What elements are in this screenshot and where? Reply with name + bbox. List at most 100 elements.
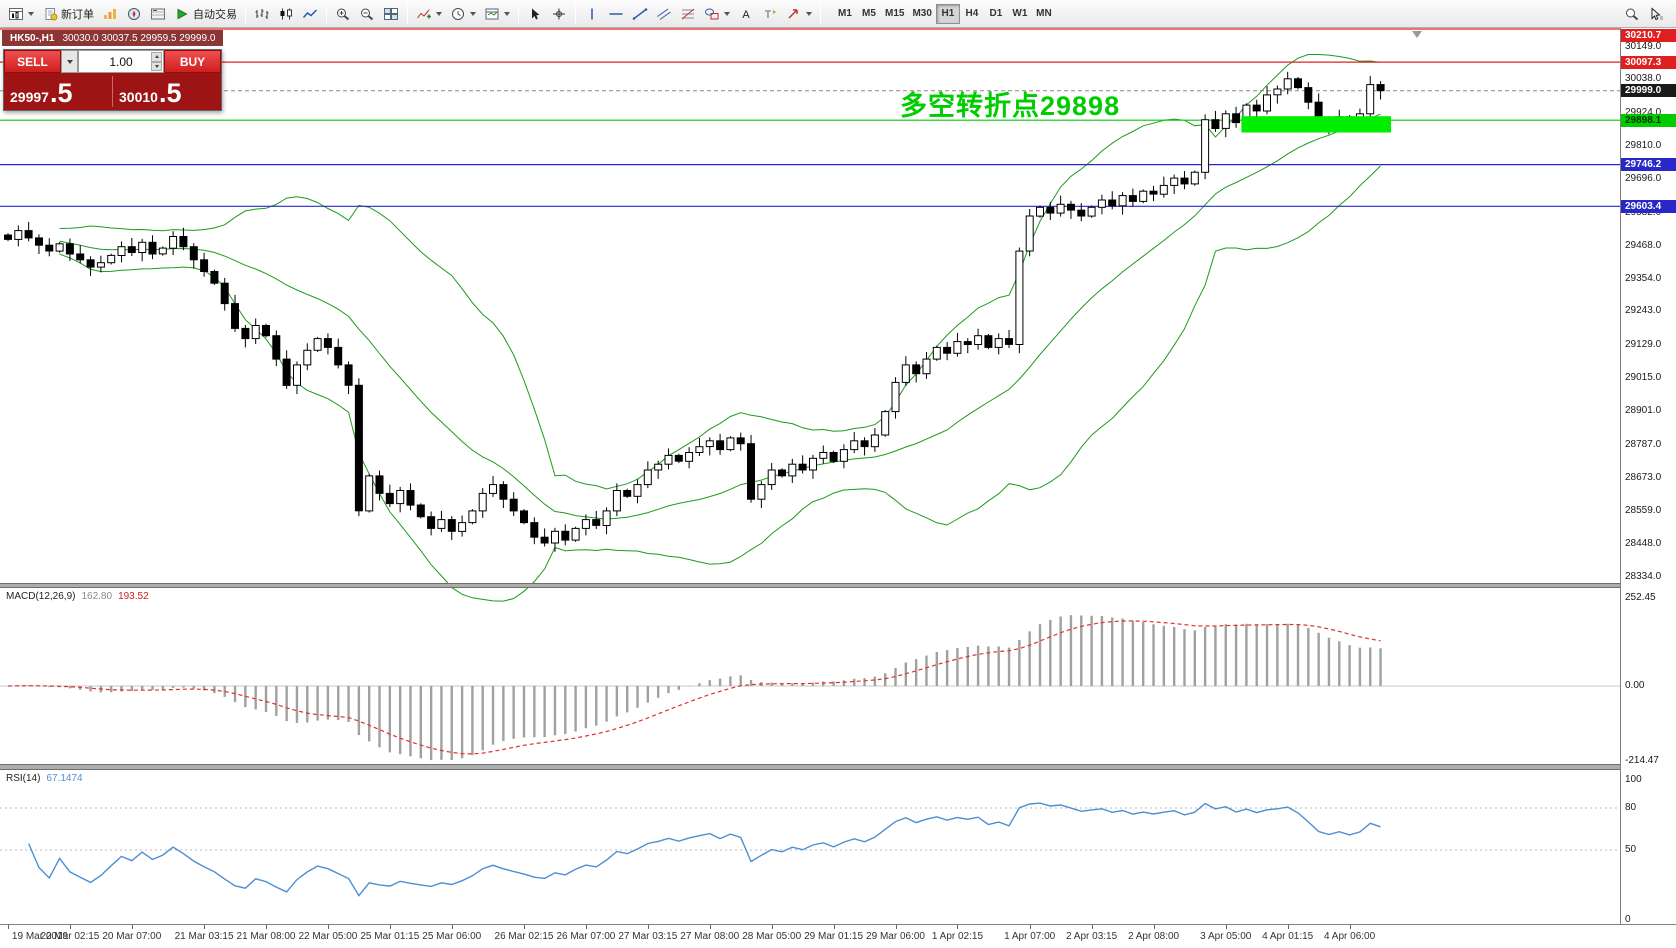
dropdown-caret-icon (724, 11, 730, 16)
dropdown-caret-icon (504, 11, 510, 16)
price-axis-label: 28673.0 (1625, 471, 1662, 483)
sell-price-display[interactable]: 29997 .5 (4, 73, 112, 110)
volume-decrease-button[interactable] (151, 61, 162, 71)
main-chart-panel[interactable] (0, 28, 1620, 583)
chart-window-icon (8, 7, 24, 21)
channel-button[interactable] (652, 3, 676, 25)
time-axis-label: 2 Apr 08:00 (1127, 931, 1180, 942)
sell-price-main: 29997 (10, 89, 49, 105)
market-watch-button[interactable] (98, 3, 122, 25)
time-axis-label: 26 Mar 07:00 (556, 931, 616, 942)
time-axis-tick (389, 925, 391, 929)
timeframe-m5[interactable]: M5 (862, 8, 876, 19)
time-axis-label: 27 Mar 08:00 (680, 931, 740, 942)
time-axis-tick (1091, 925, 1093, 929)
time-axis-label: 20 Mar 02:15 (40, 931, 100, 942)
timeframe-d1[interactable]: D1 (989, 8, 1003, 19)
navigator-button[interactable] (122, 3, 146, 25)
horizontal-line-button[interactable] (604, 3, 628, 25)
label-button[interactable]: T (758, 3, 782, 25)
panel-splitter[interactable] (0, 764, 1676, 770)
one-click-trading-panel: SELL 1.00 BUY 29997 .5 30010 .5 (3, 49, 222, 111)
bar-chart-button[interactable] (250, 3, 274, 25)
time-axis-tick (1225, 925, 1227, 929)
timeframe-m15[interactable]: M15 (885, 8, 905, 19)
crosshair-button[interactable] (547, 3, 571, 25)
chart-ohlc-values: 30030.0 30037.5 29959.5 29999.0 (62, 32, 216, 44)
template-icon (484, 7, 500, 21)
zoom-in-button[interactable] (331, 3, 355, 25)
templates-button[interactable] (480, 3, 514, 25)
sell-button[interactable]: SELL (4, 50, 61, 73)
terminal-button[interactable] (146, 3, 170, 25)
timeframe-m1[interactable]: M1 (838, 8, 852, 19)
trendline-button[interactable] (628, 3, 652, 25)
autotrading-button-label: 自动交易 (193, 8, 237, 21)
new-chart-button[interactable] (4, 3, 38, 25)
tile-icon (383, 7, 399, 21)
indicators-button[interactable] (412, 3, 446, 25)
search-button[interactable] (1620, 3, 1644, 25)
chart-symbol-timeframe: HK50-,H1 (10, 32, 55, 44)
search-icon (1624, 7, 1640, 21)
macd-name: MACD(12,26,9) (6, 591, 76, 602)
timeframe-h4[interactable]: H4 (965, 8, 979, 19)
zoom-out-button[interactable] (355, 3, 379, 25)
time-axis-tick (69, 925, 71, 929)
clock-icon (450, 7, 466, 21)
volume-dropdown-button[interactable] (61, 50, 78, 73)
price-axis[interactable]: 30149.030038.029924.029810.029696.029582… (1620, 28, 1676, 925)
line-chart-button[interactable] (298, 3, 322, 25)
time-axis-label: 25 Mar 01:15 (360, 931, 420, 942)
volume-increase-button[interactable] (151, 52, 162, 62)
shapes-icon (704, 7, 720, 21)
tile-windows-button[interactable] (379, 3, 403, 25)
vertical-line-button[interactable] (580, 3, 604, 25)
buy-button[interactable]: BUY (164, 50, 221, 73)
autotrading-button[interactable]: 自动交易 (170, 3, 241, 25)
vline-icon (584, 7, 600, 21)
new-order-button[interactable]: 新订单 (38, 3, 98, 25)
buy-price-display[interactable]: 30010 .5 (113, 73, 221, 110)
toolbar-separator (820, 3, 821, 24)
svg-text:A: A (742, 9, 750, 21)
time-axis-label: 26 Mar 02:15 (494, 931, 554, 942)
price-axis-label: 29468.0 (1625, 239, 1662, 251)
time-axis-tick (327, 925, 329, 929)
pointer-tool-button[interactable] (1644, 3, 1668, 25)
fibonacci-button[interactable] (676, 3, 700, 25)
time-axis[interactable]: 19 Mar 2019 20 Mar 02:15 20 Mar 07:00 21 Ma… (0, 924, 1676, 948)
price-axis-label: 29129.0 (1625, 338, 1662, 350)
timeframe-m30[interactable]: M30 (912, 8, 932, 19)
label-icon: T (762, 7, 778, 21)
macd-panel[interactable] (0, 588, 1620, 764)
timeframe-h1[interactable]: H1 (935, 3, 960, 24)
arrows-button[interactable] (782, 3, 816, 25)
timeframe-w1[interactable]: W1 (1012, 8, 1028, 19)
time-axis-tick (524, 925, 525, 929)
panel-splitter[interactable] (0, 583, 1676, 588)
shapes-button[interactable] (700, 3, 734, 25)
market-watch-icon (102, 7, 118, 21)
dropdown-caret-icon (470, 11, 476, 16)
price-axis-label: 29354.0 (1625, 273, 1662, 285)
rsi-name: RSI(14) (6, 773, 41, 784)
text-button[interactable]: A (734, 3, 758, 25)
svg-text:T: T (765, 9, 772, 21)
rsi-value: 67.1474 (46, 773, 83, 784)
fibo-icon (680, 7, 696, 21)
volume-input[interactable]: 1.00 (78, 50, 164, 73)
candlestick-chart-button[interactable] (274, 3, 298, 25)
timeframe-mn[interactable]: MN (1036, 8, 1052, 19)
arrows-icon (786, 7, 802, 21)
rsi-panel[interactable] (0, 770, 1620, 924)
navigator-icon (126, 7, 142, 21)
cursor-button[interactable] (523, 3, 547, 25)
price-badge: 29746.2 (1621, 158, 1676, 172)
macd-main-value: 162.80 (81, 591, 113, 602)
line-icon (302, 7, 318, 21)
time-axis-tick (1349, 925, 1351, 929)
pointer-icon (1648, 6, 1664, 21)
chart-annotation-text[interactable]: 多空转折点29898 (900, 91, 1121, 121)
periods-button[interactable] (446, 3, 480, 25)
